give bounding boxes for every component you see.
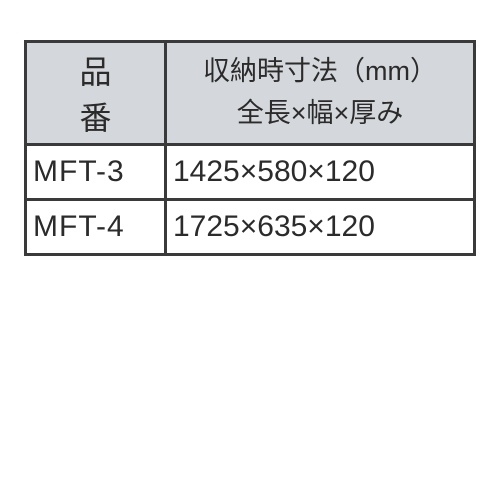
table-row: MFT-4 1725×635×120 bbox=[26, 200, 475, 255]
cell-dimensions: 1725×635×120 bbox=[166, 200, 475, 255]
model-value: MFT-4 bbox=[27, 210, 164, 244]
table-row: MFT-3 1425×580×120 bbox=[26, 145, 475, 200]
canvas: 品 番 収納時寸法（mm） 全長×幅×厚み MFT-3 bbox=[0, 0, 500, 500]
spec-table-container: 品 番 収納時寸法（mm） 全長×幅×厚み MFT-3 bbox=[24, 40, 476, 256]
spec-table: 品 番 収納時寸法（mm） 全長×幅×厚み MFT-3 bbox=[24, 40, 476, 256]
header-row: 品 番 収納時寸法（mm） 全長×幅×厚み bbox=[26, 42, 475, 145]
model-value: MFT-3 bbox=[27, 155, 164, 189]
header-dimensions: 収納時寸法（mm） 全長×幅×厚み bbox=[166, 42, 475, 145]
header-model: 品 番 bbox=[26, 42, 166, 145]
dimensions-value: 1425×580×120 bbox=[167, 155, 473, 189]
header-dims-line2: 全長×幅×厚み bbox=[237, 98, 404, 128]
cell-model: MFT-3 bbox=[26, 145, 166, 200]
header-model-label: 品 番 bbox=[27, 47, 164, 139]
header-dimensions-label: 収納時寸法（mm） 全長×幅×厚み bbox=[167, 51, 473, 135]
header-dims-line1: 収納時寸法（mm） bbox=[203, 56, 437, 86]
cell-dimensions: 1425×580×120 bbox=[166, 145, 475, 200]
cell-model: MFT-4 bbox=[26, 200, 166, 255]
dimensions-value: 1725×635×120 bbox=[167, 210, 473, 244]
